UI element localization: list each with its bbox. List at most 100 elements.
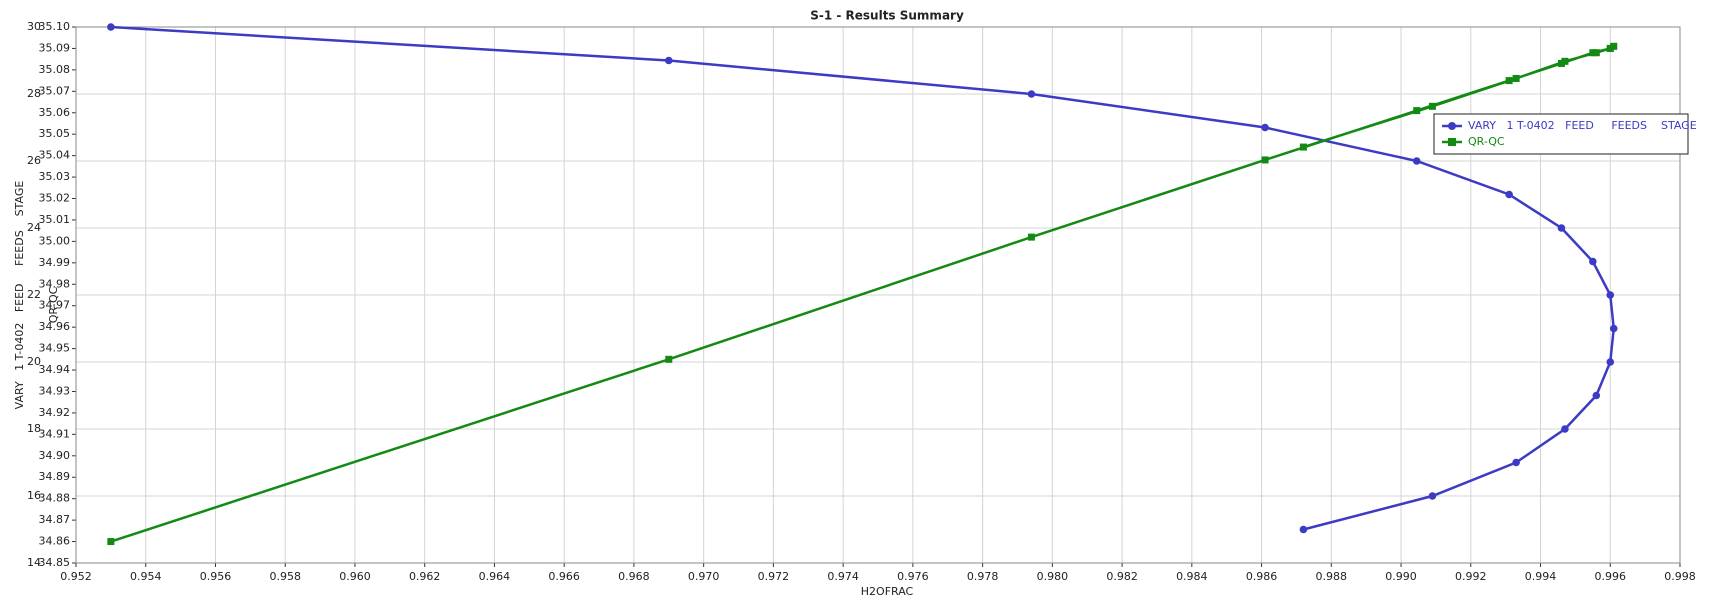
y2-tick-label: 35.02 <box>39 192 71 205</box>
y-tick-label: 22 <box>27 288 41 301</box>
x-tick-label: 0.952 <box>60 570 92 583</box>
y-tick-label: 26 <box>27 154 41 167</box>
y2-tick-label: 35.10 <box>39 20 71 33</box>
point <box>1609 324 1618 333</box>
legend-box <box>1433 113 1689 155</box>
x-tick-label: 0.996 <box>1595 570 1627 583</box>
x-tick-label: 0.984 <box>1176 570 1208 583</box>
x-tick-label: 0.978 <box>967 570 999 583</box>
point <box>1428 492 1437 500</box>
point <box>107 23 115 31</box>
y2-tick-label: 35.01 <box>39 213 71 226</box>
x-tick-label: 0.974 <box>827 570 859 583</box>
point <box>1557 224 1566 232</box>
legend-label: QR-QC <box>1468 135 1505 148</box>
point <box>665 355 673 363</box>
x-tick-label: 0.970 <box>688 570 720 583</box>
y-tick-label: 24 <box>27 221 41 234</box>
point <box>1428 102 1436 110</box>
x-tick-label: 0.976 <box>897 570 929 583</box>
y-tick-label: 28 <box>27 87 41 100</box>
y2-tick-label: 34.89 <box>39 470 71 483</box>
x-tick-label: 0.986 <box>1246 570 1278 583</box>
y-tick-label: 30 <box>27 20 41 33</box>
point <box>1589 257 1597 266</box>
y2-tick-label: 34.99 <box>39 256 71 269</box>
legend-marker <box>1448 122 1456 130</box>
y2-tick-label: 34.87 <box>39 513 71 526</box>
x-tick-label: 0.980 <box>1037 570 1069 583</box>
x-tick-label: 0.962 <box>409 570 441 583</box>
point <box>1027 233 1035 241</box>
y2-tick-label: 35.00 <box>39 234 71 247</box>
x-tick-label: 0.990 <box>1385 570 1417 583</box>
point <box>1505 190 1513 199</box>
y2-tick-label: 35.05 <box>39 127 71 140</box>
point <box>1561 425 1569 433</box>
y2-axis-label: QR-QC <box>47 286 60 323</box>
x-tick-label: 0.954 <box>130 570 162 583</box>
y-tick-label: 14 <box>27 556 41 569</box>
y2-tick-label: 35.08 <box>39 63 71 76</box>
x-tick-label: 0.958 <box>269 570 301 583</box>
y-tick-label: 20 <box>27 355 41 368</box>
point <box>1606 44 1614 52</box>
point <box>1561 57 1569 65</box>
x-tick-label: 0.982 <box>1106 570 1138 583</box>
chart-title: S-1 - Results Summary <box>810 9 964 23</box>
point <box>1261 123 1269 132</box>
y2-tick-label: 34.94 <box>39 363 71 376</box>
point <box>1413 107 1421 115</box>
point <box>1412 157 1421 165</box>
x-tick-label: 0.992 <box>1455 570 1487 583</box>
y2-tick-label: 34.85 <box>39 556 71 569</box>
point <box>1027 90 1036 98</box>
y2-tick-label: 35.09 <box>39 41 71 54</box>
point <box>664 56 673 65</box>
y-tick-label: 18 <box>27 422 41 435</box>
x-tick-label: 0.994 <box>1525 570 1557 583</box>
point <box>1261 156 1269 164</box>
x-tick-label: 0.960 <box>339 570 371 583</box>
y2-tick-label: 35.04 <box>39 149 71 162</box>
x-tick-label: 0.966 <box>548 570 580 583</box>
y2-tick-label: 34.93 <box>39 384 71 397</box>
legend-label: VARY 1 T-0402 FEED FEEDS STAGE <box>1468 119 1697 132</box>
x-tick-label: 0.988 <box>1316 570 1348 583</box>
y-axis-label: VARY 1 T-0402 FEED FEEDS STAGE <box>13 181 26 410</box>
point <box>1592 391 1601 400</box>
y2-tick-label: 34.92 <box>39 406 71 419</box>
y2-tick-label: 34.86 <box>39 535 71 548</box>
series-line <box>110 45 1615 543</box>
point <box>1505 77 1513 85</box>
y2-tick-label: 34.95 <box>39 342 71 355</box>
y2-tick-label: 34.98 <box>39 277 71 290</box>
x-tick-label: 0.964 <box>479 570 511 583</box>
point <box>1299 143 1307 151</box>
x-tick-label: 0.956 <box>200 570 232 583</box>
x-axis-label: H2OFRAC <box>861 585 914 598</box>
y2-tick-label: 35.03 <box>39 170 71 183</box>
y2-tick-label: 34.91 <box>39 427 71 440</box>
x-tick-label: 0.972 <box>758 570 790 583</box>
series-line <box>110 25 1616 531</box>
point <box>1512 458 1520 467</box>
y2-tick-label: 34.97 <box>39 299 71 312</box>
x-tick-label: 0.998 <box>1664 570 1696 583</box>
legend-marker <box>1448 138 1456 146</box>
x-tick-label: 0.968 <box>618 570 650 583</box>
point <box>1606 358 1615 366</box>
y2-tick-label: 35.06 <box>39 106 71 119</box>
y2-tick-label: 34.90 <box>39 449 71 462</box>
y2-tick-label: 35.07 <box>39 84 71 97</box>
point <box>1592 49 1600 57</box>
point <box>1299 525 1308 534</box>
y2-tick-label: 34.88 <box>39 492 71 505</box>
y-tick-label: 16 <box>27 489 41 502</box>
point <box>107 538 115 546</box>
y2-tick-label: 34.96 <box>39 320 71 333</box>
point <box>1512 74 1520 82</box>
point <box>1606 291 1615 299</box>
plot-frame <box>75 26 1681 564</box>
